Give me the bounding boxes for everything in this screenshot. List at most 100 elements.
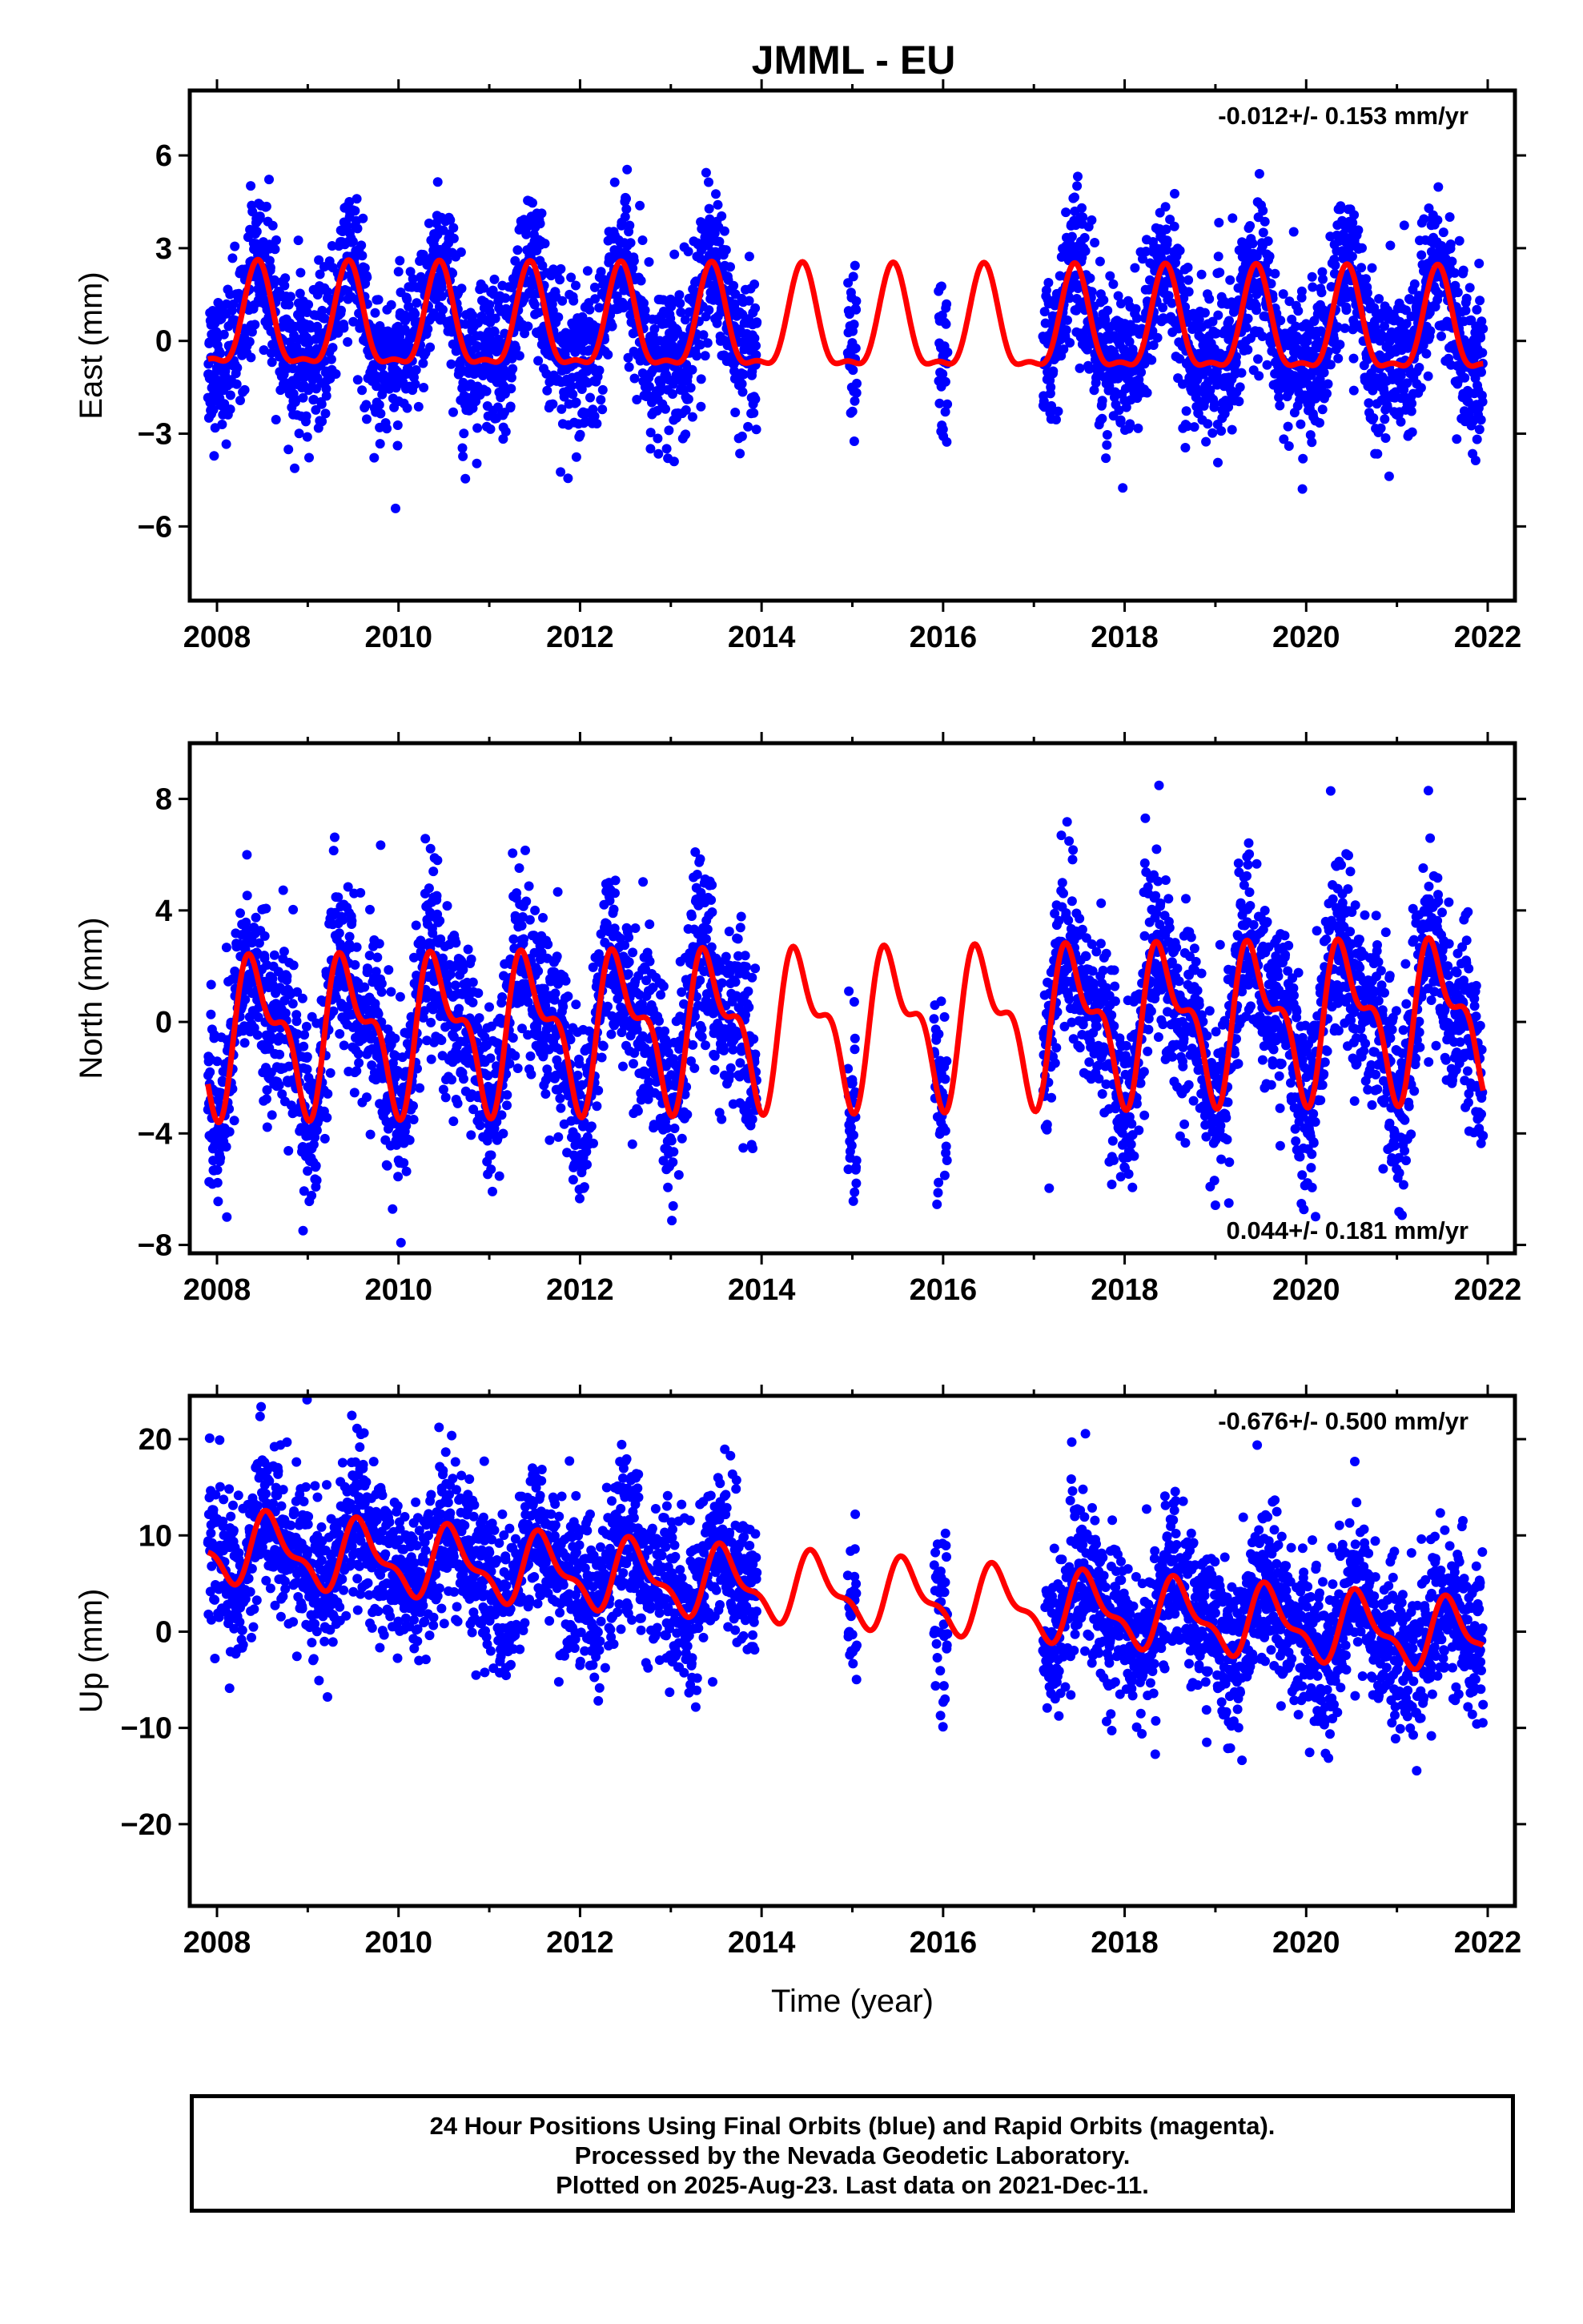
data-point: [323, 1088, 333, 1099]
x-tick-label: 2010: [364, 621, 432, 654]
data-point: [607, 321, 617, 332]
data-point: [221, 1142, 231, 1152]
data-point: [1474, 259, 1485, 268]
data-point: [468, 977, 478, 987]
data-point: [456, 283, 467, 294]
data-point: [213, 1196, 223, 1207]
data-point: [392, 420, 403, 430]
data-point: [1160, 202, 1171, 212]
data-point: [698, 330, 709, 340]
data-point: [320, 408, 331, 419]
data-point: [1142, 388, 1152, 398]
data-point: [1472, 304, 1482, 315]
data-point: [363, 964, 373, 974]
data-point: [446, 359, 456, 369]
data-point: [275, 1049, 285, 1059]
data-point: [1396, 416, 1406, 427]
data-point: [1454, 235, 1464, 246]
data-point: [1315, 418, 1324, 428]
data-point: [552, 887, 563, 897]
data-point: [544, 1135, 555, 1145]
data-point: [1444, 212, 1455, 222]
data-point: [1061, 325, 1071, 336]
data-point: [437, 291, 447, 301]
data-point: [370, 308, 380, 318]
data-point: [1183, 263, 1193, 272]
data-point: [235, 908, 245, 919]
data-point: [1162, 235, 1172, 246]
data-point: [458, 451, 468, 461]
data-point: [645, 444, 656, 454]
data-point: [533, 966, 544, 976]
data-point: [1216, 426, 1227, 436]
data-point: [1461, 293, 1472, 304]
data-point: [526, 1069, 536, 1080]
data-point: [261, 1094, 271, 1104]
data-point: [454, 1003, 464, 1014]
data-point: [725, 262, 735, 272]
data-point: [596, 395, 606, 405]
data-point: [500, 427, 511, 436]
data-point: [280, 273, 291, 283]
data-point: [1100, 315, 1111, 325]
data-point: [1105, 271, 1115, 281]
data-point: [536, 208, 547, 219]
data-point: [448, 223, 459, 233]
data-point: [325, 1068, 335, 1078]
data-point: [685, 383, 696, 393]
data-point: [558, 1002, 569, 1011]
data-point: [294, 428, 304, 439]
data-point: [335, 1029, 345, 1039]
data-point: [571, 397, 581, 408]
data-point: [219, 329, 229, 340]
data-point: [1297, 484, 1308, 494]
data-point: [1288, 227, 1299, 237]
data-point: [352, 942, 362, 952]
data-point: [1152, 332, 1163, 343]
data-point: [1348, 385, 1359, 396]
chart-panels: 2008 2010 2012 2014 2016 2018 2020 2022−6−3036E…: [74, 79, 1526, 2019]
data-point: [283, 300, 294, 310]
data-point: [512, 245, 523, 255]
data-point: [1183, 275, 1194, 285]
data-point: [1103, 305, 1113, 316]
data-point: [850, 396, 860, 406]
data-point: [222, 1212, 232, 1222]
data-point: [508, 364, 518, 374]
data-point: [1270, 268, 1280, 279]
data-point: [563, 473, 573, 484]
data-point: [251, 912, 261, 923]
data-point: [1204, 294, 1215, 304]
data-point: [1477, 396, 1488, 407]
data-point: [208, 404, 219, 415]
data-point: [704, 203, 714, 214]
data-point: [1258, 206, 1268, 215]
data-point: [1372, 448, 1383, 459]
data-point: [622, 164, 633, 175]
data-point: [737, 387, 748, 397]
data-point: [304, 452, 314, 463]
data-point: [683, 247, 693, 257]
data-point: [432, 855, 443, 866]
data-point: [293, 235, 303, 246]
x-tick-label: 2012: [546, 621, 614, 654]
data-point: [271, 415, 281, 424]
data-point: [1275, 400, 1285, 411]
data-point: [1353, 225, 1364, 235]
data-point: [1079, 232, 1090, 243]
data-point: [279, 947, 289, 957]
data-point: [850, 260, 860, 271]
data-point: [750, 303, 761, 313]
data-point: [563, 991, 573, 1002]
data-point: [316, 399, 327, 409]
data-point: [625, 238, 636, 248]
x-tick-label: 2020: [1272, 621, 1340, 654]
panel-0: 2008 2010 2012 2014 2016 2018 2020 2022−6−3036E…: [74, 79, 1526, 654]
data-point: [1425, 326, 1436, 336]
data-point: [311, 1175, 322, 1185]
data-point: [1296, 419, 1306, 429]
data-point: [1361, 274, 1371, 284]
data-point: [327, 343, 338, 353]
data-point: [942, 399, 953, 409]
data-point: [399, 1158, 409, 1168]
